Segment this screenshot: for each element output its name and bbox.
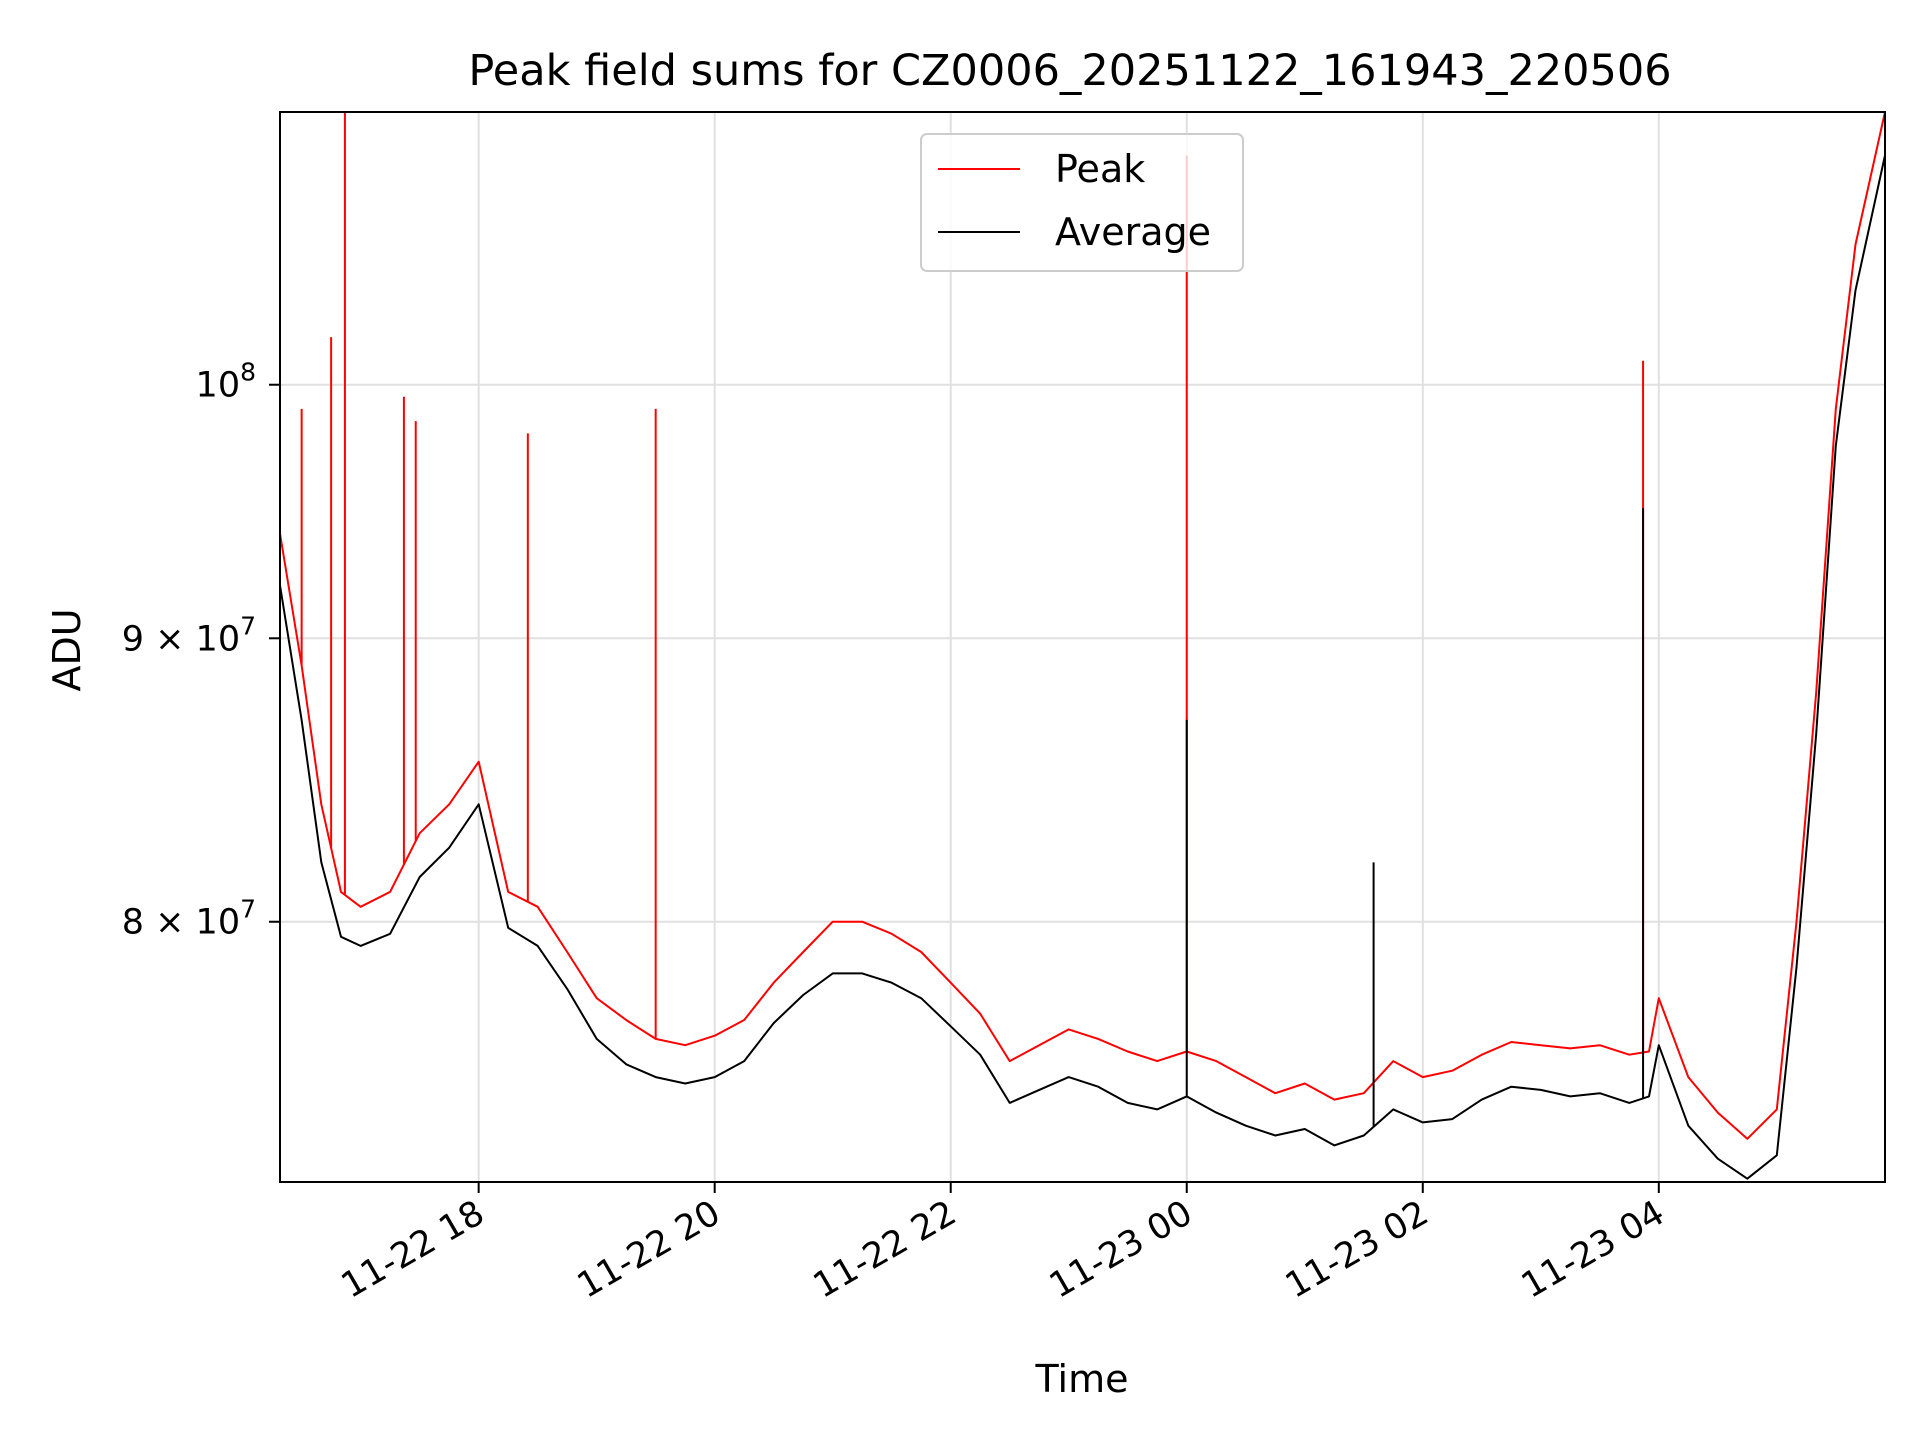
chart-title: Peak field sums for CZ0006_20251122_1619… xyxy=(468,46,1671,96)
series-line-average xyxy=(279,155,1886,1180)
series-average xyxy=(279,155,1886,1180)
plot-lines xyxy=(279,111,1886,1180)
series-line-peak xyxy=(279,111,1886,1140)
legend: Peak Average xyxy=(920,133,1244,272)
y-tick-label: 108 xyxy=(196,358,256,406)
y-axis-label: ADU xyxy=(45,608,89,691)
legend-average-label: Average xyxy=(1055,210,1211,254)
legend-peak-label: Peak xyxy=(1055,147,1145,191)
y-tick-label: 8 × 107 xyxy=(122,895,256,943)
y-tick-label: 9 × 107 xyxy=(122,611,256,659)
x-axis-label: Time xyxy=(1035,1357,1129,1401)
plot-frame xyxy=(279,111,1886,1183)
y-axis: 108 9 × 107 8 × 107 xyxy=(122,358,280,943)
